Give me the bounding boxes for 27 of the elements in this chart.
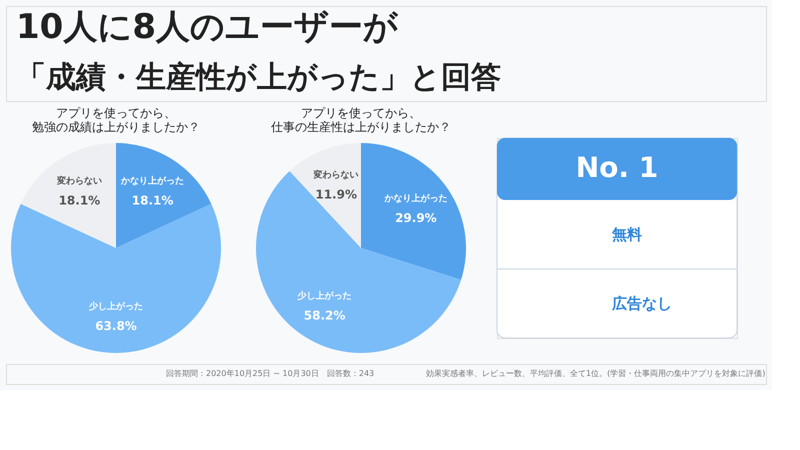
slice-label: 少し上がった xyxy=(88,301,143,312)
pie-slice xyxy=(361,143,466,280)
pie-slice xyxy=(116,143,212,248)
pie-slice xyxy=(11,204,221,353)
text: 無料 xyxy=(611,226,642,244)
slice-label: 変わらない xyxy=(312,170,359,181)
pie-slice xyxy=(20,143,116,248)
pie-slice xyxy=(256,171,462,353)
text: 回答期間：2020年10月25日 ~ 10月30日 回答数：243 xyxy=(166,369,374,378)
chart-title: アプリを使ってから、勉強の成績は上がりましたか？ xyxy=(32,106,200,134)
slice-label: 少し上がった xyxy=(296,290,352,302)
chart-title: アプリを使ってから、仕事の生産性は上がりましたか？ xyxy=(270,106,451,134)
data-label: 11.9% xyxy=(315,188,357,202)
slice-label: 変わらない xyxy=(56,176,102,187)
text: 広告なし xyxy=(611,294,672,312)
text: No. 1 xyxy=(576,151,658,184)
data-label: 58.2% xyxy=(304,308,346,322)
data-label: 18.1% xyxy=(132,194,174,208)
data-label: 29.9% xyxy=(395,210,437,225)
text: 10人に8人のユーザーが xyxy=(16,7,399,47)
data-label: 63.8% xyxy=(95,319,137,333)
slice-label: かなり上がった xyxy=(120,176,184,187)
text: 効果実感者率、レビュー数、平均評価、全て1位。(学習・仕事両用の集中アプリを対象に評価) xyxy=(426,369,766,378)
pie-slice xyxy=(290,143,361,248)
slice-label: かなり上がった xyxy=(383,192,448,204)
text: 「成績・生産性が上がった」と回答 xyxy=(16,60,501,95)
data-label: 18.1% xyxy=(58,194,100,208)
